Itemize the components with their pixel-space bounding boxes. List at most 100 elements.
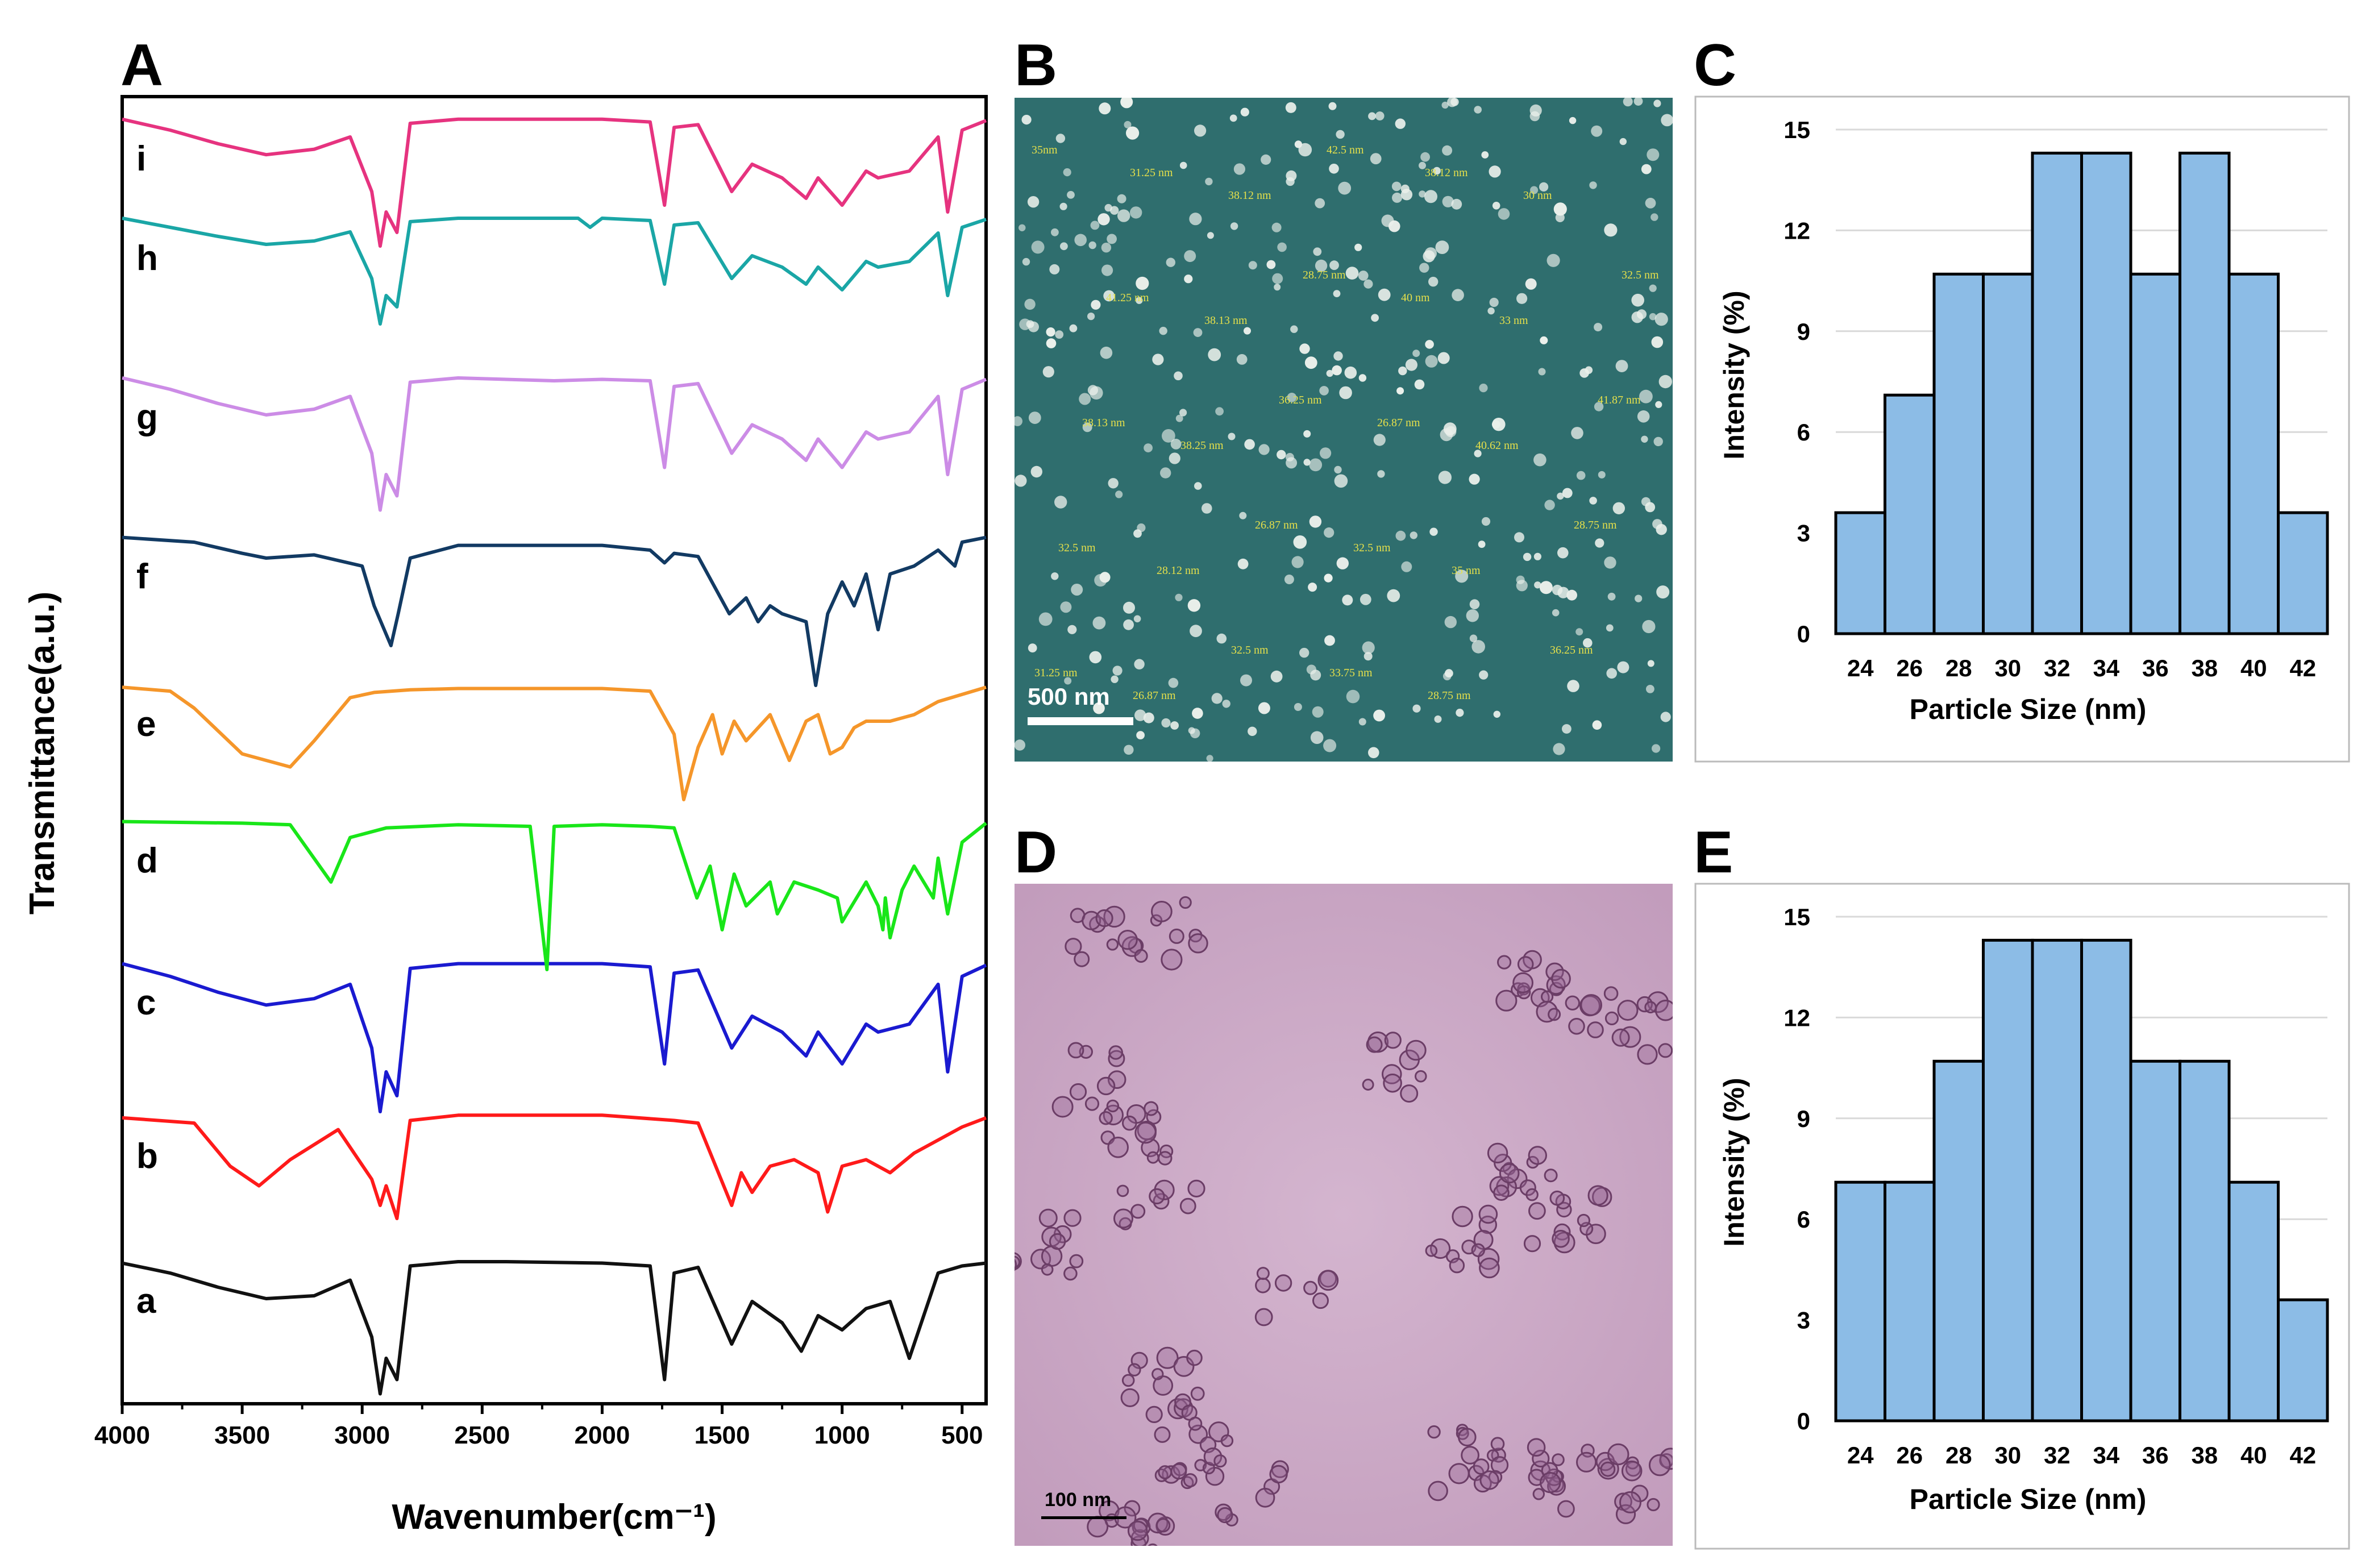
tem-vesicle (1544, 1168, 1558, 1183)
sem-particle (1194, 124, 1207, 137)
histC-y-tick-label: 3 (1797, 520, 1810, 547)
sem-particle (1097, 213, 1110, 226)
tem-vesicle (1255, 1487, 1275, 1508)
sem-particle (1248, 726, 1257, 737)
panel-letter-c: C (1694, 32, 1736, 98)
histE-y-tick-label: 0 (1797, 1408, 1810, 1434)
tem-vesicle (1127, 1520, 1148, 1541)
tem-vesicle (1113, 1208, 1133, 1229)
sem-particle (1442, 672, 1452, 681)
tem-vesicle (1144, 1101, 1159, 1116)
tem-vesicle (1128, 1363, 1141, 1376)
sem-particle (1617, 661, 1629, 673)
tem-vesicle (1116, 1184, 1129, 1197)
sem-particle (1557, 587, 1569, 598)
histogram-c-y-title: Intensity (%) (1718, 290, 1750, 459)
sem-particle (1324, 635, 1335, 646)
sem-particle (1525, 278, 1537, 290)
sem-particle (1631, 293, 1644, 307)
histC-x-tick-label: 24 (1847, 655, 1874, 681)
tem-vesicle (1383, 1074, 1402, 1093)
tem-vesicle (1317, 1270, 1339, 1291)
sem-particle (1099, 102, 1111, 115)
sem-particle (1027, 196, 1040, 208)
tem-vesicle (1427, 1425, 1441, 1439)
sem-particle (1067, 625, 1077, 634)
tem-vesicle (1576, 1451, 1597, 1473)
sem-particle (1645, 198, 1656, 209)
tem-vesicle (1256, 1267, 1270, 1280)
sem-particle (1498, 208, 1510, 220)
sem-particles (1015, 98, 1673, 762)
sem-particle (1309, 515, 1322, 528)
sem-particle (1329, 260, 1339, 271)
sem-particle (1315, 198, 1325, 209)
tem-vesicle (1069, 1083, 1087, 1101)
ftir-series-label-i: i (136, 139, 146, 178)
sem-particle (1134, 659, 1145, 669)
ftir-y-axis-title: Transmittance(a.u.) (23, 592, 62, 914)
tem-vesicle (1600, 1461, 1616, 1477)
histC-bar-42 (2277, 511, 2329, 635)
tem-vesicle (1145, 1405, 1163, 1423)
sem-particle-label: 28.12 nm (1157, 564, 1200, 577)
sem-particle (1583, 638, 1593, 648)
sem-particle (1051, 228, 1059, 236)
sem-particle (1205, 177, 1213, 186)
sem-particle (1661, 114, 1673, 127)
tem-vesicle (1615, 1504, 1636, 1524)
sem-particle (1266, 260, 1276, 269)
sem-particle (1074, 234, 1087, 247)
tem-vesicle (1603, 986, 1619, 1001)
sem-particle (1294, 703, 1302, 711)
sem-particle (1271, 222, 1282, 232)
histC-x-tick-label: 32 (2044, 655, 2071, 681)
tem-vesicle (1134, 949, 1148, 963)
sem-particle-label: 33 nm (1499, 314, 1528, 327)
sem-particle (1534, 581, 1541, 589)
tem-vesicle (1187, 1179, 1205, 1197)
sem-particle (1437, 352, 1450, 364)
ftir-series-labels: a b c d e f g h i (136, 139, 158, 1321)
sem-particle (1049, 264, 1060, 274)
histC-y-tick-label: 9 (1797, 318, 1810, 345)
ftir-series-c (122, 962, 987, 1113)
sem-particle (1216, 633, 1227, 644)
ftir-x-tick-label: 3500 (214, 1421, 270, 1449)
sem-particle-label: 38.13 nm (1082, 417, 1125, 429)
tem-vesicle (1155, 1518, 1171, 1533)
tem-vesicle (1448, 1463, 1470, 1484)
sem-particle (1184, 274, 1193, 284)
sem-particle (1326, 369, 1333, 377)
sem-particle (1099, 572, 1111, 583)
tem-vesicle (1179, 896, 1192, 909)
histE-bar-26 (1884, 1180, 1936, 1423)
tem-vesicle (1179, 1197, 1196, 1215)
tem-background (1015, 884, 1673, 1546)
sem-particle (1285, 453, 1294, 461)
sem-particle (1240, 674, 1252, 687)
sem-particle-label: 32.5 nm (1353, 542, 1391, 554)
sem-particle (1378, 288, 1391, 301)
sem-particle (1190, 625, 1202, 638)
tem-vesicle (1220, 1434, 1234, 1448)
histE-y-tick-label: 9 (1797, 1105, 1810, 1132)
sem-particle (1046, 338, 1057, 348)
sem-particle (1478, 540, 1486, 548)
sem-particle (1082, 422, 1092, 432)
sem-particle (1270, 670, 1283, 683)
histogram-c-x-title: Particle Size (nm) (1910, 693, 2147, 725)
sem-particle (1647, 660, 1654, 667)
histC-bar-36 (2129, 272, 2181, 635)
sem-particle (1567, 680, 1579, 692)
sem-particle (1161, 718, 1171, 728)
histE-bar-42 (2277, 1298, 2329, 1423)
sem-particle (1375, 111, 1385, 120)
tem-vesicle (1525, 1188, 1539, 1201)
sem-particle (1319, 386, 1329, 396)
histogram-c-x-ticks: 24 26 28 30 32 34 36 38 40 42 (1847, 655, 2316, 681)
sem-particle (1391, 181, 1402, 192)
ftir-x-ticks: 4000 3500 3000 2500 2000 1500 1000 500 (94, 1404, 983, 1449)
sem-particle (1123, 601, 1135, 614)
